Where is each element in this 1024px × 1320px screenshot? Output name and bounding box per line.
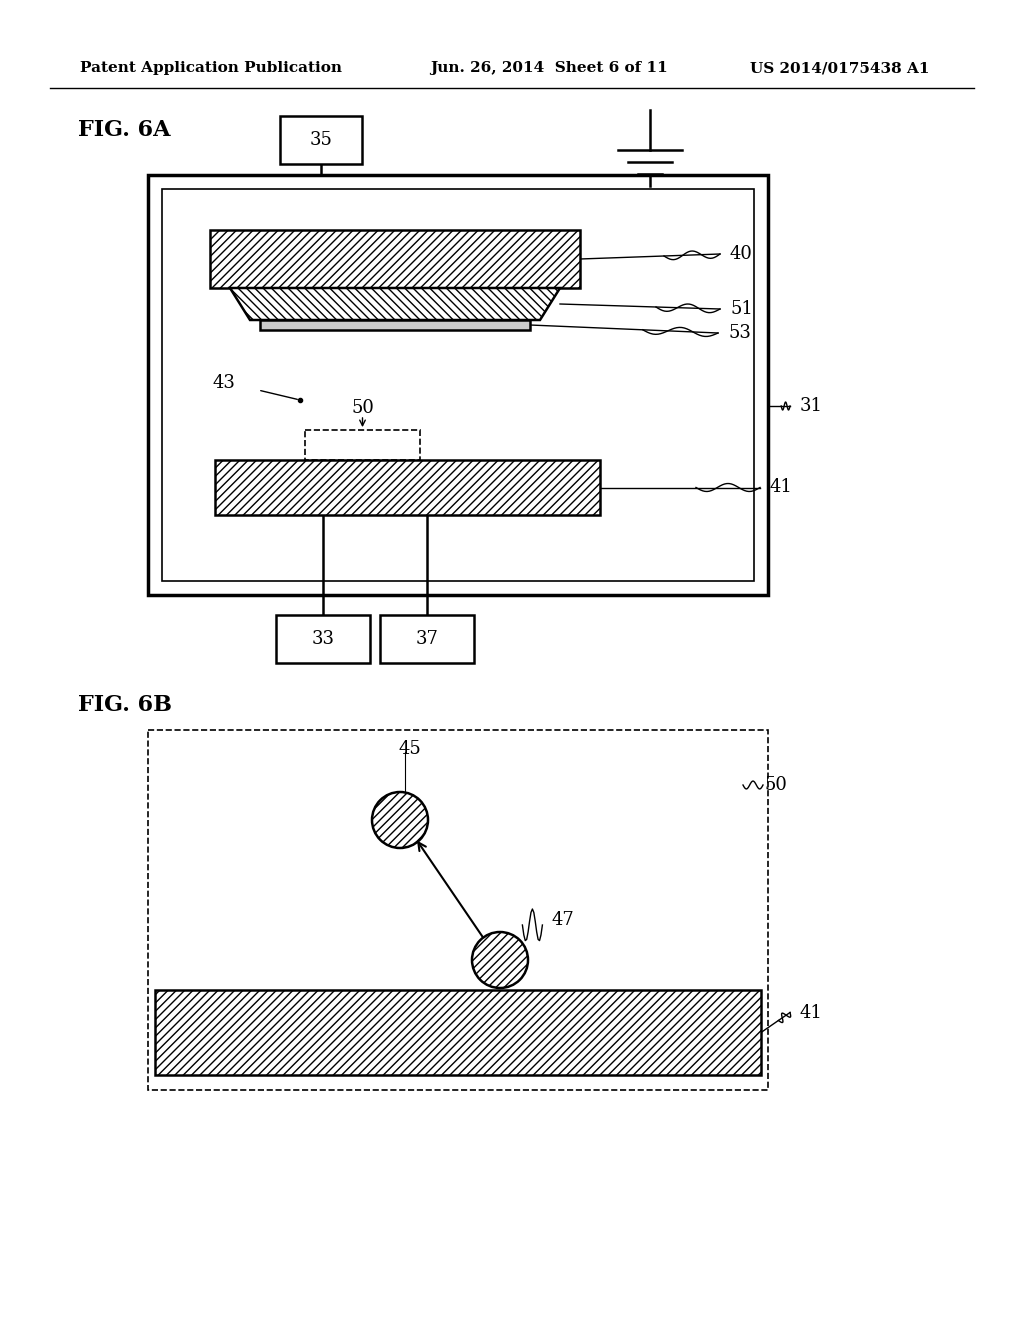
- Text: FIG. 6A: FIG. 6A: [78, 119, 171, 141]
- Bar: [275, 615, 370, 663]
- Text: 40: 40: [730, 246, 753, 263]
- Text: US 2014/0175438 A1: US 2014/0175438 A1: [750, 61, 930, 75]
- Bar: [215, 459, 600, 515]
- Text: 31: 31: [800, 397, 823, 414]
- Text: 35: 35: [309, 131, 333, 149]
- Text: 45: 45: [398, 741, 421, 758]
- Text: 50: 50: [765, 776, 787, 795]
- Bar: [305, 430, 420, 459]
- Bar: [210, 230, 580, 288]
- Text: Patent Application Publication: Patent Application Publication: [80, 61, 342, 75]
- Text: Jun. 26, 2014  Sheet 6 of 11: Jun. 26, 2014 Sheet 6 of 11: [430, 61, 668, 75]
- Text: 43: 43: [212, 374, 234, 392]
- Circle shape: [372, 792, 428, 847]
- Bar: [280, 116, 362, 164]
- Text: 47: 47: [552, 911, 574, 929]
- Text: 51: 51: [730, 300, 753, 318]
- Text: 53: 53: [728, 323, 751, 342]
- Text: FIG. 6B: FIG. 6B: [78, 694, 172, 715]
- Text: 33: 33: [311, 630, 334, 648]
- Bar: [148, 176, 768, 595]
- Polygon shape: [230, 288, 560, 319]
- Text: 41: 41: [800, 1003, 823, 1022]
- Text: 37: 37: [416, 630, 438, 648]
- Bar: [260, 319, 530, 330]
- Bar: [162, 189, 754, 581]
- Text: 50: 50: [351, 399, 374, 417]
- Circle shape: [472, 932, 528, 987]
- Text: 41: 41: [770, 479, 793, 496]
- Bar: [155, 990, 761, 1074]
- Bar: [380, 615, 474, 663]
- Bar: [148, 730, 768, 1090]
